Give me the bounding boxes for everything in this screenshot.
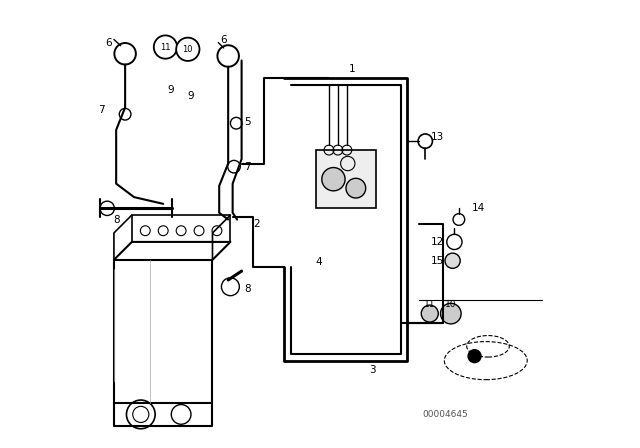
Circle shape — [346, 178, 365, 198]
Text: 9: 9 — [168, 85, 174, 95]
Circle shape — [467, 349, 482, 363]
Text: 8: 8 — [244, 284, 250, 294]
Text: 6: 6 — [105, 38, 111, 47]
Text: 10: 10 — [182, 45, 193, 54]
Circle shape — [176, 38, 200, 61]
Circle shape — [154, 35, 177, 59]
Circle shape — [322, 168, 345, 191]
Text: 11: 11 — [424, 300, 435, 309]
Circle shape — [440, 303, 461, 324]
Text: 1: 1 — [349, 65, 356, 74]
Text: 7: 7 — [244, 162, 250, 172]
Text: 14: 14 — [472, 203, 484, 213]
Text: 2: 2 — [253, 219, 259, 229]
Text: 7: 7 — [99, 105, 105, 115]
Text: 11: 11 — [160, 43, 171, 52]
Circle shape — [421, 305, 438, 322]
Circle shape — [445, 253, 460, 268]
Text: 15: 15 — [431, 256, 445, 266]
Text: 5: 5 — [244, 117, 250, 127]
Bar — [316, 150, 376, 208]
Text: 8: 8 — [113, 215, 120, 224]
Text: 3: 3 — [369, 365, 376, 375]
Text: 10: 10 — [445, 300, 456, 309]
Text: 9: 9 — [188, 91, 195, 101]
Text: 4: 4 — [316, 257, 322, 267]
Text: 13: 13 — [431, 132, 444, 142]
Text: 6: 6 — [221, 35, 227, 45]
Text: 12: 12 — [431, 237, 445, 247]
Bar — [114, 260, 212, 403]
Text: 00004645: 00004645 — [422, 410, 468, 419]
